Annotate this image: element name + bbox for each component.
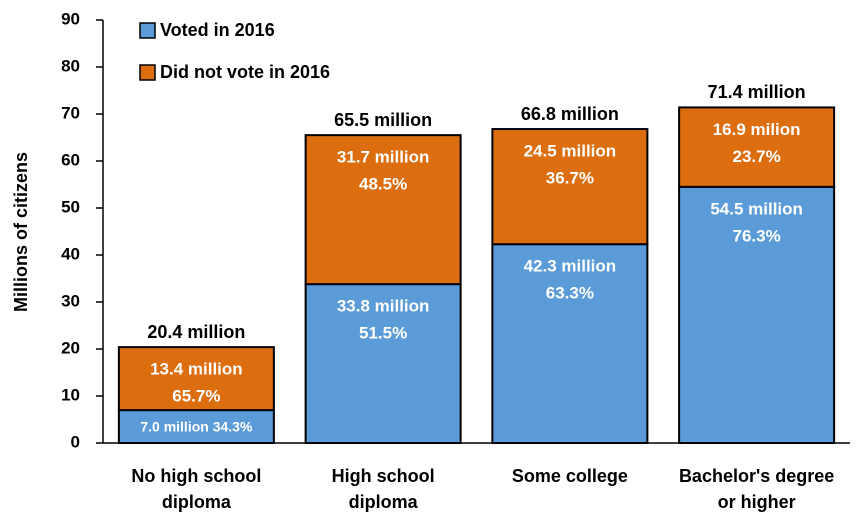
data-label-value: 54.5 million [710, 199, 803, 218]
y-tick-label: 70 [61, 103, 80, 122]
x-tick-label: Bachelor's degree or higher [678, 466, 835, 512]
legend-label: Did not vote in 2016 [160, 62, 330, 82]
data-label-value: 13.4 million [150, 360, 243, 379]
bar-segment [678, 185, 836, 444]
total-label: 71.4 million [708, 82, 806, 102]
bar-segment [491, 243, 649, 444]
data-label-value: 7.0 million [140, 418, 208, 434]
data-label-share: 23.7% [733, 147, 781, 166]
total-label: 65.5 million [334, 110, 432, 130]
y-tick-label: 90 [61, 9, 80, 28]
data-label-share: 76.3% [733, 226, 781, 245]
y-tick-label: 30 [61, 291, 80, 310]
data-label-share: 51.5% [359, 324, 407, 343]
data-label-share: 36.7% [546, 169, 594, 188]
data-label-value: 33.8 million [337, 297, 430, 316]
data-label-share: 63.3% [546, 284, 594, 303]
y-axis-title: Millions of citizens [11, 152, 31, 312]
bar-segment [117, 346, 275, 412]
data-label: 7.0 million 34.3% [140, 418, 253, 434]
data-label-share: 48.5% [359, 175, 407, 194]
y-tick-label: 10 [61, 385, 80, 404]
bar-segment [117, 409, 275, 445]
bar-segment [678, 106, 836, 188]
data-label-value: 31.7 million [337, 148, 430, 167]
data-label-share: 65.7% [172, 387, 220, 406]
bar-segment [491, 128, 649, 246]
x-tick-label: Some college [511, 466, 628, 486]
x-tick-label: High school diploma [331, 466, 435, 512]
data-label-value: 42.3 million [524, 257, 617, 276]
data-label-share: 34.3% [213, 418, 253, 434]
bar-segment [304, 134, 462, 286]
legend-swatch [139, 22, 156, 39]
data-label-value: 16.9 milion [713, 120, 801, 139]
y-tick-label: 80 [61, 56, 80, 75]
legend-label: Voted in 2016 [160, 20, 275, 40]
y-tick-label: 0 [71, 432, 80, 451]
y-tick-label: 50 [61, 197, 80, 216]
y-tick-label: 40 [61, 244, 80, 263]
x-tick-label: No high school diploma [131, 466, 262, 512]
y-tick-label: 20 [61, 338, 80, 357]
data-label-value: 24.5 million [524, 142, 617, 161]
total-label: 66.8 million [521, 104, 619, 124]
total-label: 20.4 million [147, 322, 245, 342]
y-tick-label: 60 [61, 150, 80, 169]
legend-swatch [139, 64, 156, 81]
